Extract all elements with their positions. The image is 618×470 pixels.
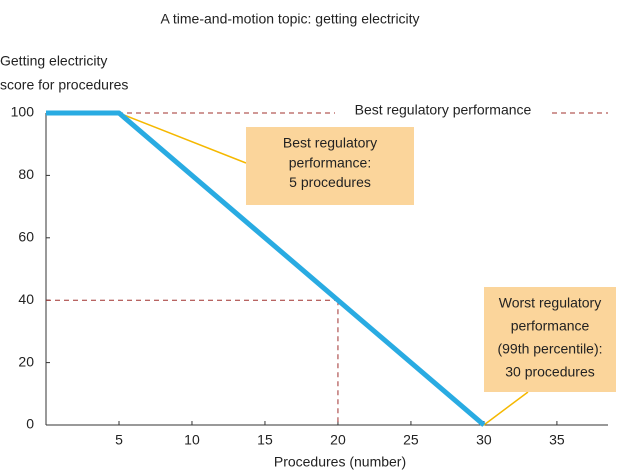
annotation-box xyxy=(246,127,414,205)
leader-line xyxy=(118,112,247,164)
x-tick-label: 15 xyxy=(257,432,273,448)
x-tick-label: 35 xyxy=(549,432,565,448)
leader-line xyxy=(483,391,529,426)
annotation-text: (99th percentile): xyxy=(497,341,602,357)
y-tick-label: 20 xyxy=(18,353,34,369)
chart-title: A time-and-motion topic: getting electri… xyxy=(160,11,419,27)
x-tick-label: 30 xyxy=(476,432,492,448)
reference-label: Best regulatory performance xyxy=(355,102,532,118)
y-tick-label: 60 xyxy=(18,229,34,245)
y-tick-label: 40 xyxy=(18,291,34,307)
x-tick-label: 5 xyxy=(115,432,123,448)
y-tick-label: 0 xyxy=(26,416,34,432)
annotation-text: 30 procedures xyxy=(505,364,595,380)
y-axis-label: score for procedures xyxy=(0,77,128,93)
x-axis-label: Procedures (number) xyxy=(274,454,406,470)
x-tick-label: 10 xyxy=(184,432,200,448)
y-tick-label: 80 xyxy=(18,166,34,182)
annotation-text: performance: xyxy=(289,154,371,170)
annotation-text: Worst regulatory xyxy=(499,295,601,311)
y-axis-label: Getting electricity xyxy=(0,53,107,69)
annotation-box xyxy=(484,287,616,392)
annotation-text: Best regulatory xyxy=(283,135,377,151)
line-series xyxy=(46,110,486,427)
annotation-text: 5 procedures xyxy=(289,174,371,190)
x-tick-label: 25 xyxy=(403,432,419,448)
y-tick-label: 100 xyxy=(11,104,35,120)
annotation-text: performance xyxy=(511,318,590,334)
x-tick-label: 20 xyxy=(330,432,346,448)
